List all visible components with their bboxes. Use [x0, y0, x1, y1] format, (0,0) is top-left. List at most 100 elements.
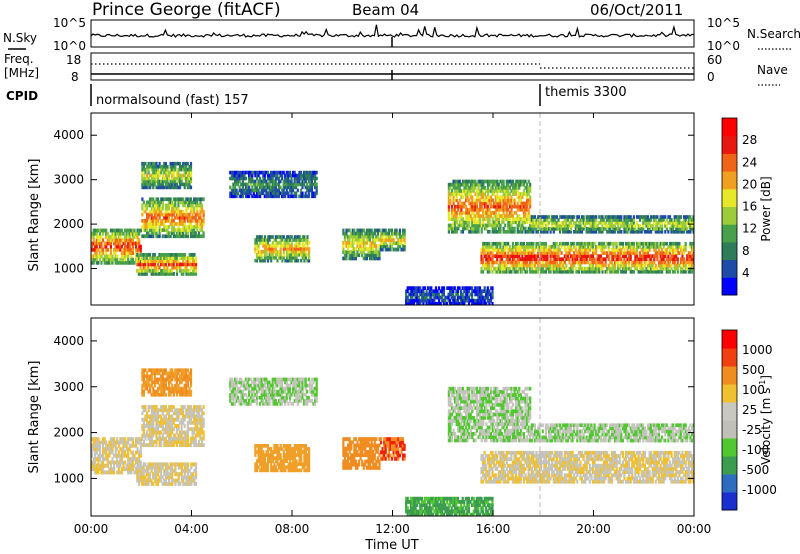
- power-cell: [155, 228, 158, 232]
- power-cell: [142, 209, 145, 214]
- power-cell: [620, 221, 623, 225]
- velocity-cell: [102, 450, 105, 455]
- power-cell: [569, 218, 573, 222]
- power-cell: [172, 182, 175, 187]
- power-cell: [345, 241, 348, 245]
- power-cell: [562, 227, 565, 231]
- power-cell: [552, 241, 555, 246]
- power-cell: [260, 258, 263, 263]
- power-cell: [544, 227, 547, 231]
- power-cell: [464, 292, 467, 297]
- power-cell: [687, 224, 690, 228]
- power-cell: [628, 254, 631, 258]
- power-cell: [472, 189, 475, 193]
- power-cell: [471, 195, 474, 200]
- velocity-cell: [150, 417, 153, 422]
- power-cell: [155, 272, 158, 276]
- power-cell: [662, 263, 665, 268]
- power-cell: [182, 219, 185, 223]
- velocity-cell: [117, 463, 120, 468]
- power-cell: [535, 266, 538, 271]
- power-cell: [158, 234, 161, 239]
- power-cell: [557, 257, 560, 262]
- power-cell: [172, 179, 175, 184]
- power-cell: [299, 182, 303, 187]
- power-cell: [287, 191, 290, 196]
- power-cell: [588, 218, 591, 222]
- power-cell: [439, 301, 442, 305]
- power-cell: [565, 263, 568, 268]
- power-cell: [588, 254, 591, 258]
- power-cell: [166, 234, 169, 239]
- power-cell: [450, 292, 453, 297]
- power-cell: [255, 182, 259, 187]
- power-cell: [142, 259, 145, 264]
- power-cell: [149, 164, 152, 169]
- power-cell: [364, 241, 367, 245]
- power-cell: [486, 211, 490, 215]
- power-cell: [282, 188, 285, 193]
- velocity-cell: [127, 440, 130, 445]
- power-cell: [290, 241, 293, 245]
- power-cell: [290, 256, 293, 260]
- power-cell: [182, 215, 185, 220]
- velocity-cell: [146, 411, 149, 416]
- power-cell: [397, 231, 400, 236]
- power-cell: [519, 229, 522, 234]
- power-cell: [513, 204, 516, 209]
- power-cell: [188, 228, 191, 232]
- power-cell: [475, 182, 479, 187]
- velocity-cell: [150, 414, 153, 419]
- power-cell: [516, 214, 519, 218]
- velocity-cell: [106, 457, 109, 462]
- power-cell: [568, 251, 571, 255]
- power-cell: [483, 198, 486, 203]
- power-cell: [480, 266, 483, 271]
- power-cell: [202, 231, 205, 235]
- power-cell: [618, 215, 621, 219]
- power-cell: [474, 220, 477, 225]
- power-cell: [189, 170, 193, 175]
- power-cell: [342, 256, 345, 261]
- power-cell: [157, 173, 160, 178]
- power-cell: [295, 256, 298, 260]
- power-cell: [119, 235, 122, 239]
- power-cell: [273, 256, 276, 260]
- power-cell: [259, 194, 262, 199]
- power-cell: [441, 289, 444, 294]
- power-cell: [590, 241, 593, 246]
- power-cell: [595, 245, 598, 249]
- velocity-cell: [97, 447, 100, 452]
- velocity-cell: [127, 460, 130, 465]
- velocity-cell: [152, 433, 155, 438]
- power-cell: [296, 176, 299, 181]
- power-cell: [497, 207, 500, 212]
- power-cell: [596, 254, 599, 258]
- power-cell: [447, 189, 450, 193]
- power-cell: [128, 238, 131, 243]
- velocity-cell: [158, 420, 161, 425]
- power-cell: [175, 182, 178, 187]
- power-cell: [529, 260, 532, 265]
- power-cell: [551, 260, 554, 265]
- power-cell: [548, 245, 551, 249]
- power-cell: [555, 251, 558, 255]
- power-cell: [620, 269, 623, 274]
- power-cell: [152, 253, 155, 257]
- power-cell: [665, 224, 668, 228]
- power-cell: [174, 215, 177, 220]
- power-cell: [460, 289, 463, 294]
- power-cell: [515, 182, 518, 187]
- power-cell: [543, 269, 546, 274]
- velocity-cell: [157, 436, 160, 441]
- power-cell: [251, 170, 254, 175]
- power-cell: [102, 228, 105, 233]
- power-cell: [164, 173, 167, 178]
- power-cell: [304, 253, 307, 257]
- power-cell: [676, 266, 679, 271]
- power-cell: [428, 295, 431, 300]
- power-cell: [257, 244, 260, 248]
- power-cell: [524, 179, 527, 184]
- power-cell: [356, 231, 359, 236]
- power-cell: [285, 185, 288, 190]
